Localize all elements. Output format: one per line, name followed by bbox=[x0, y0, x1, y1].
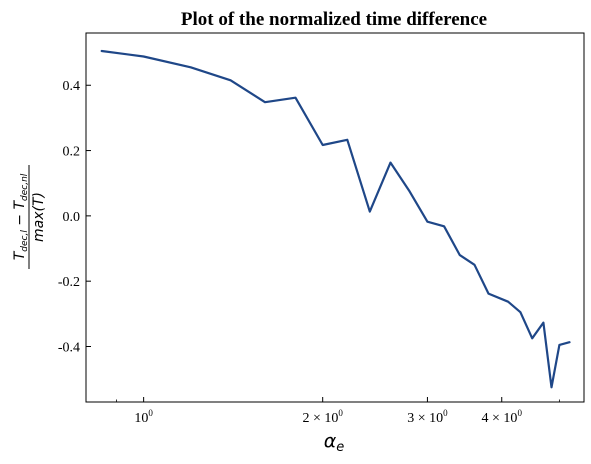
svg-text:max(T): max(T) bbox=[31, 192, 47, 242]
y-axis-label: Tdec,l − Tdec,nl max(T) bbox=[12, 165, 47, 269]
x-tick-label: 100 bbox=[134, 408, 153, 426]
y-tick-label: 0.4 bbox=[63, 79, 81, 94]
x-tick-label: 3 × 100 bbox=[407, 408, 448, 426]
y-tick-label: 0.0 bbox=[63, 210, 81, 225]
y-tick-label: 0.2 bbox=[63, 145, 81, 160]
y-tick-label: -0.4 bbox=[58, 340, 80, 355]
y-tick-label: -0.2 bbox=[58, 275, 80, 290]
x-axis: 100 2 × 100 3 × 100 4 × 100 bbox=[134, 397, 522, 426]
svg-text:Tdec,l − Tdec,nl: Tdec,l − Tdec,nl bbox=[12, 173, 30, 260]
x-axis-label: αe bbox=[324, 430, 345, 455]
minor-ticks bbox=[116, 399, 560, 402]
series-line bbox=[100, 49, 571, 389]
y-axis: 0.4 0.2 0.0 -0.2 -0.4 bbox=[58, 79, 91, 355]
chart-title: Plot of the normalized time difference bbox=[181, 9, 487, 30]
plot-area bbox=[85, 32, 585, 403]
x-tick-label: 4 × 100 bbox=[482, 408, 523, 426]
x-tick-label: 2 × 100 bbox=[302, 408, 343, 426]
